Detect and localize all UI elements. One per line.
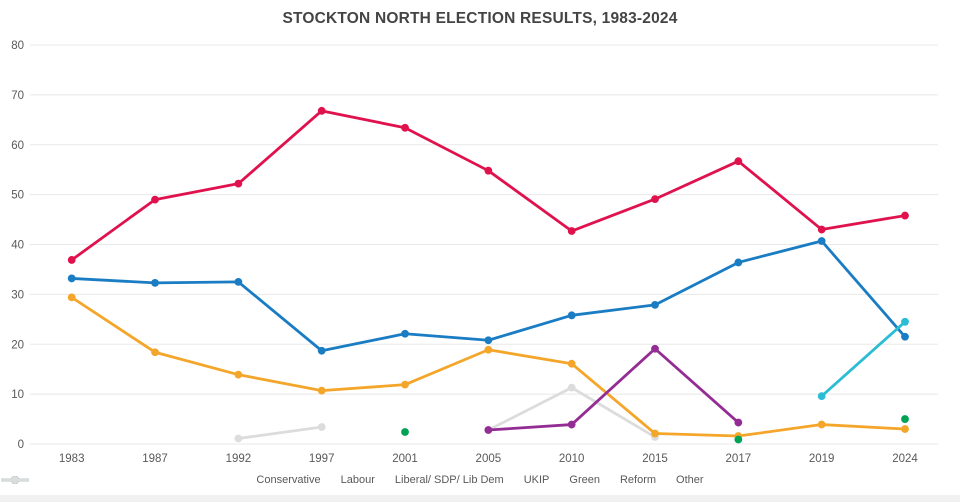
legend-label-ukip: UKIP bbox=[523, 474, 550, 486]
legend-item-other: Other bbox=[1, 474, 704, 486]
data-point-labour-2024 bbox=[901, 211, 909, 220]
data-point-other-1997 bbox=[317, 423, 326, 431]
data-point-labour-2019 bbox=[817, 225, 826, 234]
data-point-conservative-1987 bbox=[151, 279, 159, 287]
y-axis-label-20: 20 bbox=[11, 339, 24, 351]
legend-label-liberal-sdp-lib-dem: Liberal/ SDP/ Lib Dem bbox=[394, 474, 504, 486]
data-point-liberal-sdp-lib-dem-2010 bbox=[567, 359, 576, 368]
data-point-ukip-2017 bbox=[734, 418, 743, 427]
series-line-liberal-sdp-lib-dem bbox=[70, 295, 907, 438]
data-point-liberal-sdp-lib-dem-2005 bbox=[484, 345, 493, 354]
data-point-other-2010 bbox=[567, 383, 576, 392]
series-line-labour bbox=[70, 109, 907, 262]
data-point-liberal-sdp-lib-dem-2019 bbox=[817, 420, 826, 429]
legend-item-conservative: Conservative bbox=[1, 474, 321, 486]
data-point-green-2024 bbox=[901, 415, 909, 423]
x-axis-label-2019: 2019 bbox=[809, 453, 835, 465]
legend-label-reform: Reform bbox=[619, 474, 657, 486]
y-axis-label-50: 50 bbox=[11, 190, 24, 202]
data-point-conservative-2017 bbox=[734, 258, 743, 267]
legend-label-conservative: Conservative bbox=[256, 474, 321, 486]
chart-legend: Conservative Labour Liberal/ SDP/ Lib Dem U… bbox=[0, 474, 960, 486]
x-axis-label-1983: 1983 bbox=[59, 453, 85, 465]
data-point-conservative-2024 bbox=[901, 332, 909, 341]
y-axis-label-10: 10 bbox=[11, 389, 24, 401]
data-point-conservative-2010 bbox=[567, 311, 576, 320]
data-point-conservative-2005 bbox=[484, 336, 493, 345]
data-point-ukip-2005 bbox=[484, 426, 493, 434]
data-point-liberal-sdp-lib-dem-2001 bbox=[401, 380, 409, 389]
data-point-conservative-1997 bbox=[317, 346, 326, 355]
data-point-reform-2019 bbox=[817, 392, 826, 401]
data-point-reform-2024 bbox=[901, 317, 909, 326]
legend-label-green: Green bbox=[569, 474, 600, 486]
data-point-other-1992 bbox=[234, 434, 243, 443]
data-point-green-2001 bbox=[401, 428, 409, 436]
series-line-other bbox=[236, 425, 324, 440]
legend-label-labour: Labour bbox=[340, 474, 375, 486]
data-point-labour-1997 bbox=[317, 106, 326, 115]
x-axis-label-1997: 1997 bbox=[309, 453, 335, 465]
data-point-labour-1992 bbox=[234, 179, 243, 188]
data-point-labour-2001 bbox=[401, 123, 409, 132]
x-axis-label-2017: 2017 bbox=[726, 453, 752, 465]
data-point-conservative-2001 bbox=[401, 329, 409, 338]
data-point-liberal-sdp-lib-dem-1983 bbox=[67, 293, 76, 302]
data-point-liberal-sdp-lib-dem-1987 bbox=[151, 348, 159, 357]
legend-item-labour: Labour bbox=[1, 474, 375, 486]
x-axis-label-2024: 2024 bbox=[892, 453, 918, 465]
data-point-liberal-sdp-lib-dem-2015 bbox=[651, 429, 659, 438]
data-point-conservative-1983 bbox=[67, 274, 76, 283]
data-point-labour-2017 bbox=[734, 157, 743, 166]
x-axis-label-2010: 2010 bbox=[559, 453, 585, 465]
data-point-labour-1983 bbox=[67, 256, 76, 264]
series-line-reform bbox=[820, 320, 907, 398]
legend-item-liberal-sdp-lib-dem: Liberal/ SDP/ Lib Dem bbox=[1, 474, 504, 486]
chart-title: STOCKTON NORTH ELECTION RESULTS, 1983-20… bbox=[282, 10, 678, 27]
x-axis-label-1987: 1987 bbox=[142, 453, 168, 465]
y-axis-label-70: 70 bbox=[11, 90, 24, 102]
data-point-green-2017 bbox=[734, 435, 743, 444]
series-line-ukip bbox=[486, 347, 740, 432]
x-axis-label-2015: 2015 bbox=[642, 453, 668, 465]
data-point-labour-1987 bbox=[151, 195, 159, 204]
legend-label-other: Other bbox=[676, 474, 704, 486]
data-point-liberal-sdp-lib-dem-1992 bbox=[234, 370, 243, 379]
x-axis-label-2001: 2001 bbox=[392, 453, 418, 465]
data-point-labour-2010 bbox=[567, 227, 576, 235]
legend-marker-other bbox=[1, 476, 29, 484]
x-axis-label-2005: 2005 bbox=[476, 453, 502, 465]
legend-item-reform: Reform bbox=[1, 474, 657, 486]
y-axis-label-40: 40 bbox=[11, 240, 24, 252]
data-point-conservative-1992 bbox=[234, 278, 243, 286]
legend-item-ukip: UKIP bbox=[1, 474, 550, 486]
bottom-strip bbox=[0, 495, 960, 502]
legend-item-green: Green bbox=[1, 474, 600, 486]
data-point-labour-2005 bbox=[484, 166, 493, 175]
data-point-conservative-2015 bbox=[651, 300, 659, 309]
x-axis-label-1992: 1992 bbox=[226, 453, 252, 465]
data-point-liberal-sdp-lib-dem-2024 bbox=[901, 425, 909, 433]
data-point-ukip-2015 bbox=[651, 344, 659, 353]
data-point-conservative-2019 bbox=[817, 237, 826, 245]
data-point-liberal-sdp-lib-dem-1997 bbox=[317, 386, 326, 395]
y-axis-label-60: 60 bbox=[11, 140, 24, 152]
data-point-labour-2015 bbox=[651, 195, 659, 204]
y-axis-label-80: 80 bbox=[11, 40, 24, 52]
y-axis-label-30: 30 bbox=[11, 289, 24, 301]
data-point-ukip-2010 bbox=[567, 420, 576, 429]
series-line-conservative bbox=[70, 239, 907, 353]
y-axis-label-0: 0 bbox=[18, 439, 24, 451]
